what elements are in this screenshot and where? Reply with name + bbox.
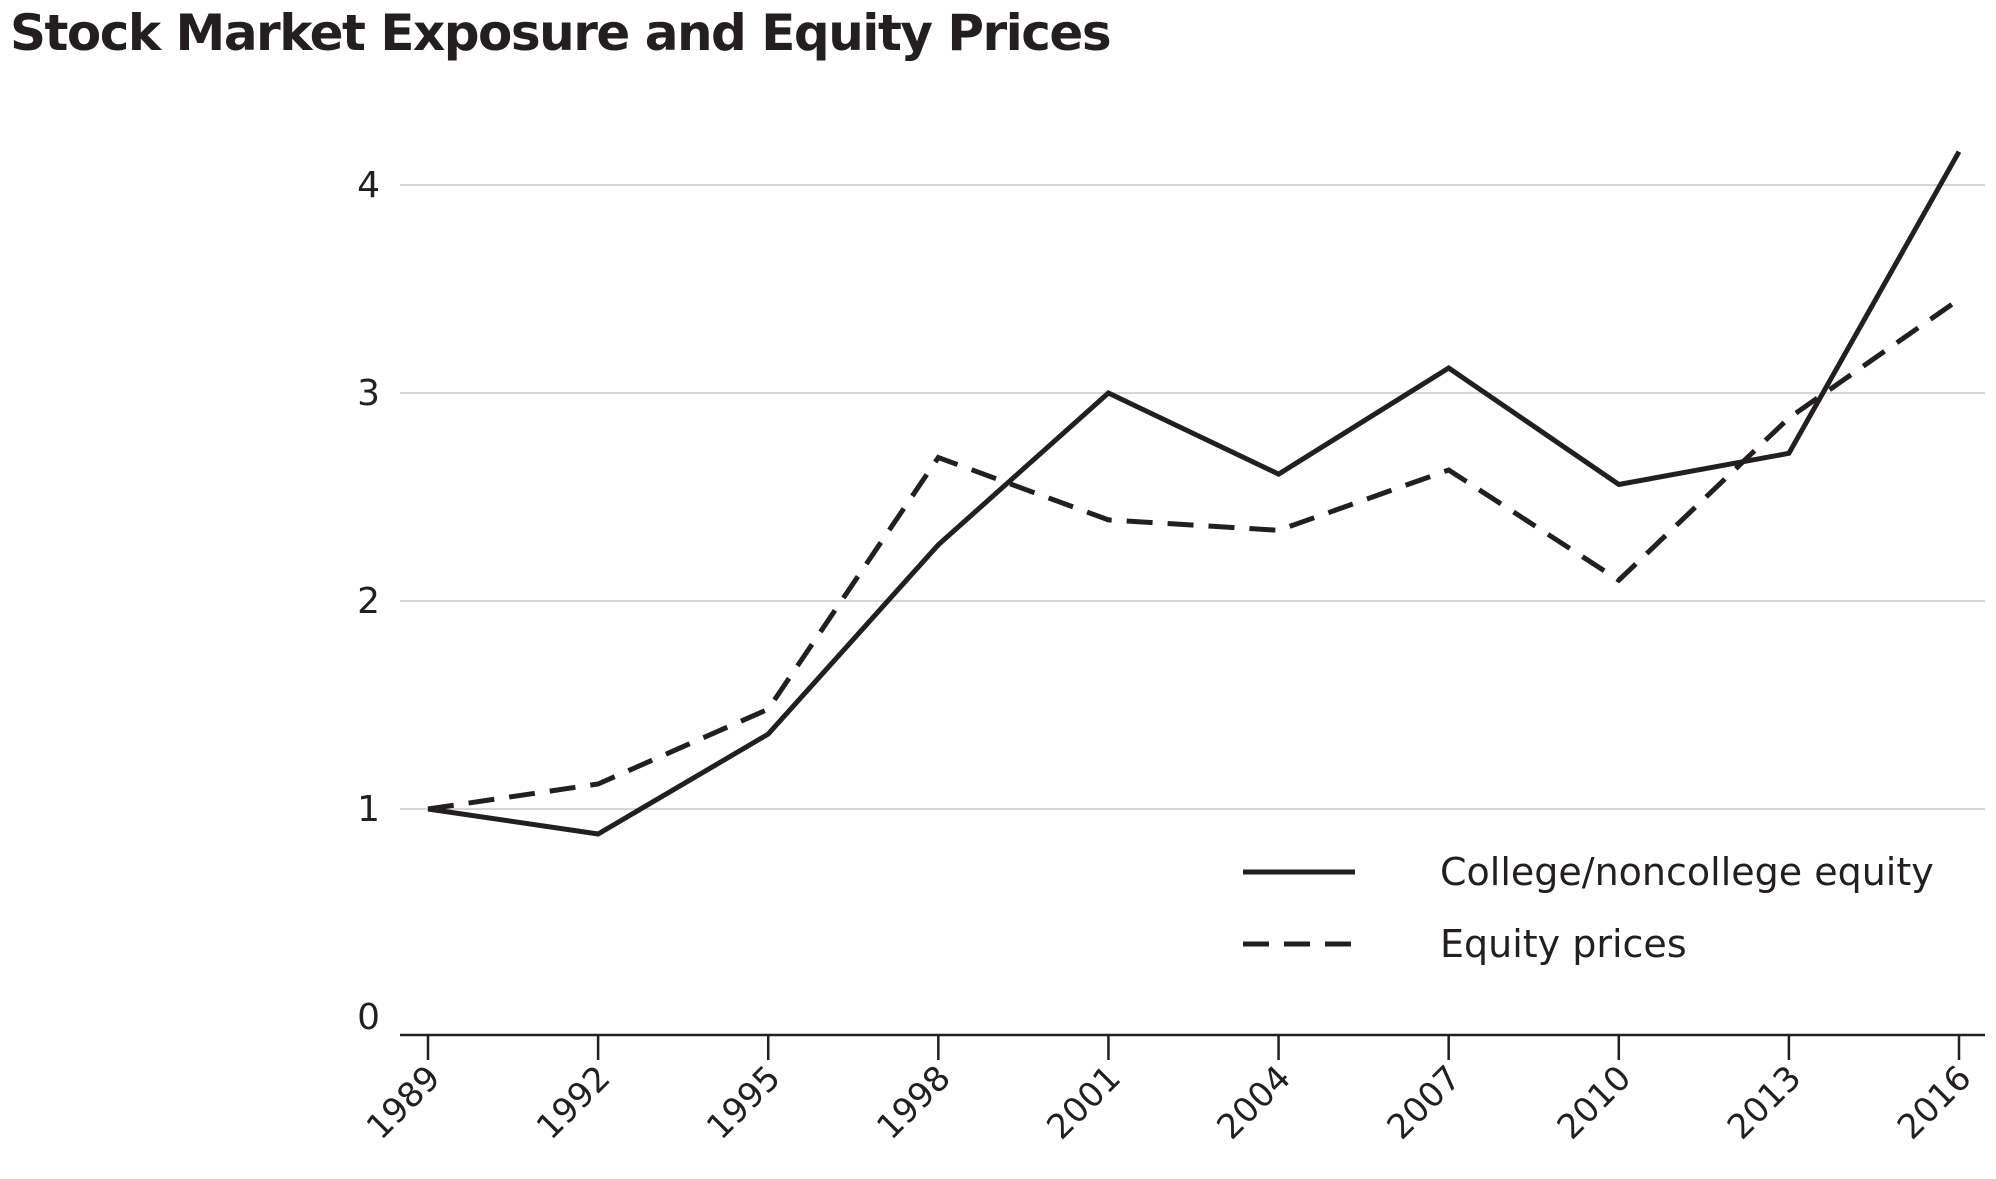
legend-label: Equity prices	[1440, 922, 1687, 966]
x-tick-label: 1989	[359, 1058, 448, 1147]
chart-title: Stock Market Exposure and Equity Prices	[10, 4, 1112, 62]
x-axis: 1989 1992 1995 1998 2001 2004 2007 2010 2013 2016	[359, 1033, 1985, 1148]
legend-label: College/noncollege equity	[1440, 850, 1934, 894]
x-tick-label: 2010	[1550, 1058, 1639, 1147]
gridlines	[400, 184, 1985, 810]
x-tick-label: 2016	[1890, 1058, 1979, 1147]
x-tick-label: 2007	[1380, 1058, 1469, 1147]
x-tick-label: 2001	[1039, 1058, 1128, 1147]
x-tick-label: 2013	[1720, 1058, 1809, 1147]
y-tick-label: 2	[357, 581, 380, 622]
series-lines	[427, 150, 1962, 837]
y-tick-label: 4	[357, 165, 380, 206]
x-tick-label: 2004	[1209, 1058, 1298, 1147]
x-tick-label: 1992	[529, 1058, 618, 1147]
series-line-college-noncollege-equity	[427, 150, 1962, 837]
y-tick-label: 0	[357, 997, 380, 1038]
y-axis-ticks: 0 1 2 3 4	[357, 165, 380, 1038]
legend: College/noncollege equity Equity prices	[1243, 850, 1934, 966]
x-tick-label: 1998	[869, 1058, 958, 1147]
x-tick-label: 1995	[699, 1058, 788, 1147]
series-line-equity-prices	[427, 297, 1961, 812]
y-tick-label: 3	[357, 373, 380, 414]
y-tick-label: 1	[357, 789, 380, 830]
